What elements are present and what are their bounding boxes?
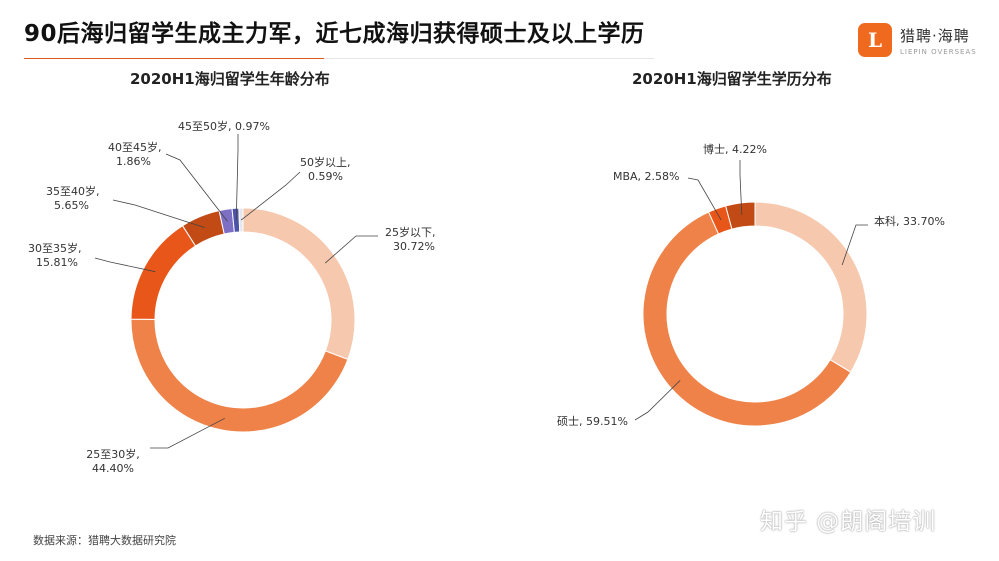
degree-donut: 本科, 33.70% 硕士, 59.51% MBA, 2.58% 博士, 4.22% xyxy=(557,143,945,428)
slice-percent-label: 30.72% xyxy=(393,240,435,253)
slice-label: 25至30岁, xyxy=(86,447,140,461)
leader-line xyxy=(841,224,868,266)
data-source: 数据来源：猎聘大数据研究院 xyxy=(33,534,176,547)
slice-label: 45至50岁, 0.97% xyxy=(178,119,270,133)
leader-line xyxy=(324,235,378,264)
logo-l-icon: L xyxy=(858,23,892,57)
leader-line xyxy=(112,199,205,228)
donut-slice xyxy=(130,225,197,320)
age-donut: 25岁以下,30.72% 25至30岁,44.40% 30至35岁,15.81% 35… xyxy=(28,119,436,475)
slice-label: MBA, 2.58% xyxy=(613,170,680,183)
slice-label: 25岁以下, xyxy=(385,225,436,239)
degree-chart-title: 2020H1海归留学生学历分布 xyxy=(632,70,832,88)
leader-line xyxy=(240,171,301,221)
slice-percent-label: 5.65% xyxy=(54,199,89,212)
slice-label: 本科, 33.70% xyxy=(874,214,945,228)
headline-underline xyxy=(24,58,324,59)
donut-slice xyxy=(242,207,356,361)
leader-line xyxy=(150,417,225,449)
slice-label: 35至40岁, xyxy=(46,184,100,198)
slice-percent-label: 15.81% xyxy=(36,256,78,269)
slice-label: 50岁以上, xyxy=(300,155,351,169)
leader-line xyxy=(235,134,239,221)
donut-slice xyxy=(754,201,868,373)
donut-slice xyxy=(642,211,852,427)
leader-line xyxy=(94,257,156,273)
leader-line xyxy=(687,177,722,221)
logo-subtitle: LIEPIN OVERSEAS xyxy=(900,47,977,56)
donut-slice xyxy=(725,201,756,230)
headline-divider xyxy=(324,58,654,59)
donut-slice xyxy=(238,207,244,233)
leader-line xyxy=(739,160,743,215)
watermark: 知乎 @朗阁培训 xyxy=(760,509,937,535)
slice-percent-label: 1.86% xyxy=(116,155,151,168)
logo-name: 猎聘·海聘 xyxy=(900,26,970,45)
slice-percent-label: 0.59% xyxy=(308,170,343,183)
page-headline: 90后海归留学生成主力军，近七成海归获得硕士及以上学历 xyxy=(24,21,645,47)
slice-label: 硕士, 59.51% xyxy=(557,415,628,428)
donut-slice xyxy=(130,318,349,433)
brand-logo: L 猎聘·海聘 LIEPIN OVERSEAS xyxy=(858,20,977,60)
slice-percent-label: 44.40% xyxy=(92,462,134,475)
leader-line xyxy=(634,380,681,421)
leader-line xyxy=(165,153,228,222)
age-chart-title: 2020H1海归留学生年龄分布 xyxy=(130,70,330,88)
slice-label: 40至45岁, xyxy=(108,140,162,154)
slice-label: 博士, 4.22% xyxy=(703,143,767,156)
slice-label: 30至35岁, xyxy=(28,241,82,255)
